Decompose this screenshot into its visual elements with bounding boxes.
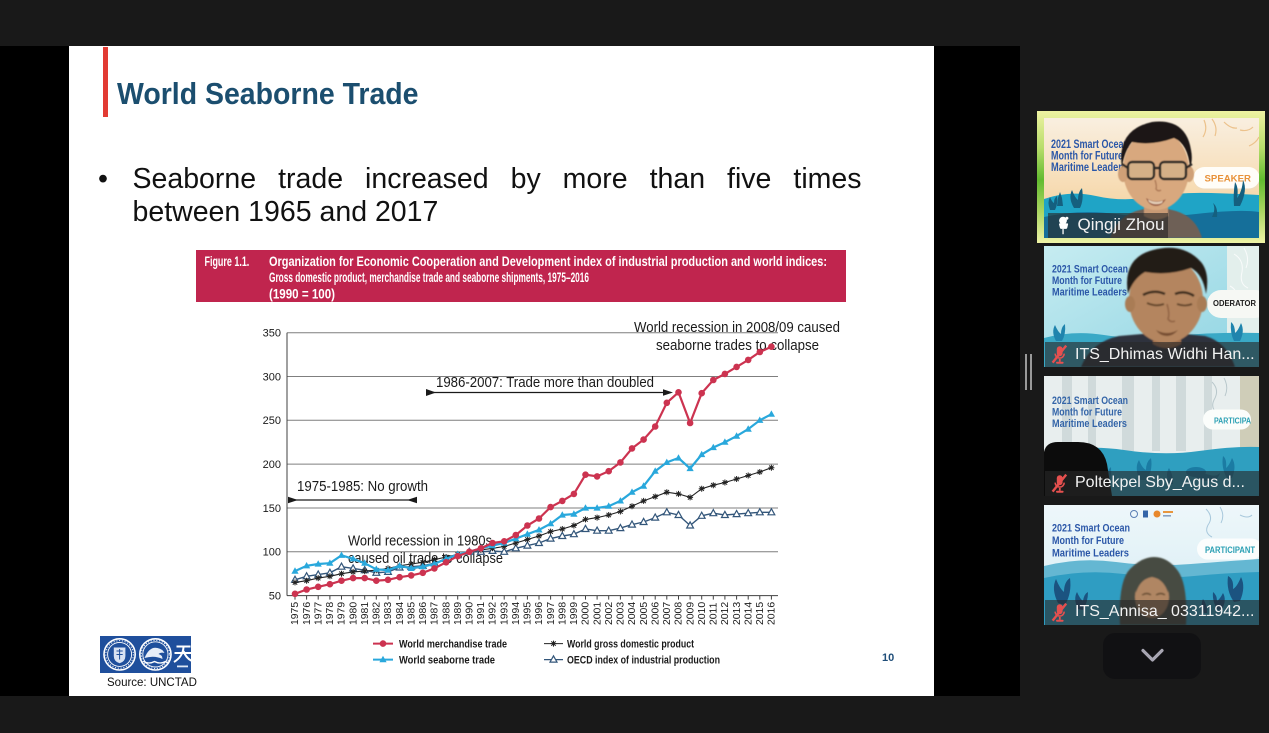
svg-text:Organization for Economic Coop: Organization for Economic Cooperation an… [269,254,827,270]
svg-text:50: 50 [269,590,281,602]
svg-text:OECD index of industrial produ: OECD index of industrial production [567,655,720,667]
svg-text:2000: 2000 [581,602,592,625]
svg-text:2021 Smart Ocean: 2021 Smart Ocean [1052,263,1128,275]
svg-text:1986-2007: Trade more than dou: 1986-2007: Trade more than doubled [436,374,654,391]
svg-text:Maritime Leaders: Maritime Leaders [1052,287,1127,299]
svg-text:Month for Future: Month for Future [1051,150,1123,162]
svg-text:1998: 1998 [558,602,569,625]
svg-text:2013: 2013 [732,602,743,625]
svg-text:1978: 1978 [325,602,336,625]
svg-text:World seaborne trade: World seaborne trade [399,655,495,667]
svg-text:2016: 2016 [767,602,778,625]
svg-text:1992: 1992 [488,602,499,625]
svg-text:1990: 1990 [465,602,476,625]
svg-text:2003: 2003 [616,602,627,625]
svg-text:Maritime Leaders: Maritime Leaders [1052,418,1127,430]
svg-text:2001: 2001 [592,602,603,625]
svg-text:1984: 1984 [395,602,406,625]
svg-text:Month for Future: Month for Future [1052,406,1122,418]
svg-text:1989: 1989 [453,602,464,625]
svg-text:2015: 2015 [755,602,766,625]
svg-text:2006: 2006 [650,602,661,625]
svg-text:Month for Future: Month for Future [1052,535,1124,547]
svg-text:Figure 1.1.: Figure 1.1. [205,254,250,270]
svg-text:1979: 1979 [337,602,348,625]
svg-text:300: 300 [263,371,281,383]
svg-text:1976: 1976 [302,602,313,625]
svg-text:2009: 2009 [685,602,696,625]
svg-text:SPEAKER: SPEAKER [1204,173,1251,184]
svg-text:1991: 1991 [476,602,487,625]
svg-text:2021 Smart Ocean: 2021 Smart Ocean [1052,395,1128,407]
svg-text:1981: 1981 [360,602,371,625]
svg-text:2021 Smart Ocean: 2021 Smart Ocean [1051,139,1129,151]
svg-text:World gross domestic product: World gross domestic product [567,639,694,651]
svg-text:250: 250 [263,415,281,427]
svg-text:1997: 1997 [546,602,557,625]
svg-text:2004: 2004 [627,602,638,625]
svg-text:World merchandise trade: World merchandise trade [399,639,507,651]
svg-text:1983: 1983 [383,602,394,625]
svg-text:World recession in 1980s: World recession in 1980s [348,533,492,550]
svg-text:200: 200 [263,459,281,471]
svg-text:ODERATOR: ODERATOR [1213,298,1257,308]
svg-text:2007: 2007 [662,602,673,625]
svg-text:2005: 2005 [639,602,650,625]
svg-text:1987: 1987 [430,602,441,625]
svg-text:1975: 1975 [290,602,301,625]
svg-text:Month for Future: Month for Future [1052,275,1122,287]
svg-text:2011: 2011 [709,602,720,625]
svg-text:2014: 2014 [743,602,754,625]
svg-text:1986: 1986 [418,602,429,625]
svg-text:1999: 1999 [569,602,580,625]
svg-text:1993: 1993 [499,602,510,625]
svg-text:1988: 1988 [441,602,452,625]
svg-text:150: 150 [263,503,281,515]
svg-text:2021 Smart Ocean: 2021 Smart Ocean [1052,522,1130,534]
svg-text:PARTICIPANT: PARTICIPANT [1205,545,1256,555]
svg-text:1982: 1982 [372,602,383,625]
svg-text:2012: 2012 [720,602,731,625]
svg-text:(1990 = 100): (1990 = 100) [269,286,335,302]
svg-text:Gross domestic product, mercha: Gross domestic product, merchandise trad… [269,270,589,286]
svg-text:World recession in 2008/09 cau: World recession in 2008/09 caused [634,319,840,336]
svg-text:2002: 2002 [604,602,615,625]
svg-text:PARTICIPA: PARTICIPA [1214,415,1251,425]
svg-text:1996: 1996 [534,602,545,625]
svg-text:1980: 1980 [348,602,359,625]
svg-text:1975-1985: No growth: 1975-1985: No growth [297,478,428,495]
svg-text:2010: 2010 [697,602,708,625]
svg-text:1977: 1977 [313,602,324,625]
svg-text:1994: 1994 [511,602,522,625]
svg-text:2008: 2008 [674,602,685,625]
svg-text:Maritime Leaders: Maritime Leaders [1052,547,1129,559]
svg-text:1985: 1985 [406,602,417,625]
svg-text:100: 100 [263,547,281,559]
svg-text:Maritime Leaders: Maritime Leaders [1051,162,1127,174]
svg-text:1995: 1995 [523,602,534,625]
svg-text:seaborne trades to collapse: seaborne trades to collapse [656,337,819,354]
svg-text:350: 350 [263,328,281,340]
